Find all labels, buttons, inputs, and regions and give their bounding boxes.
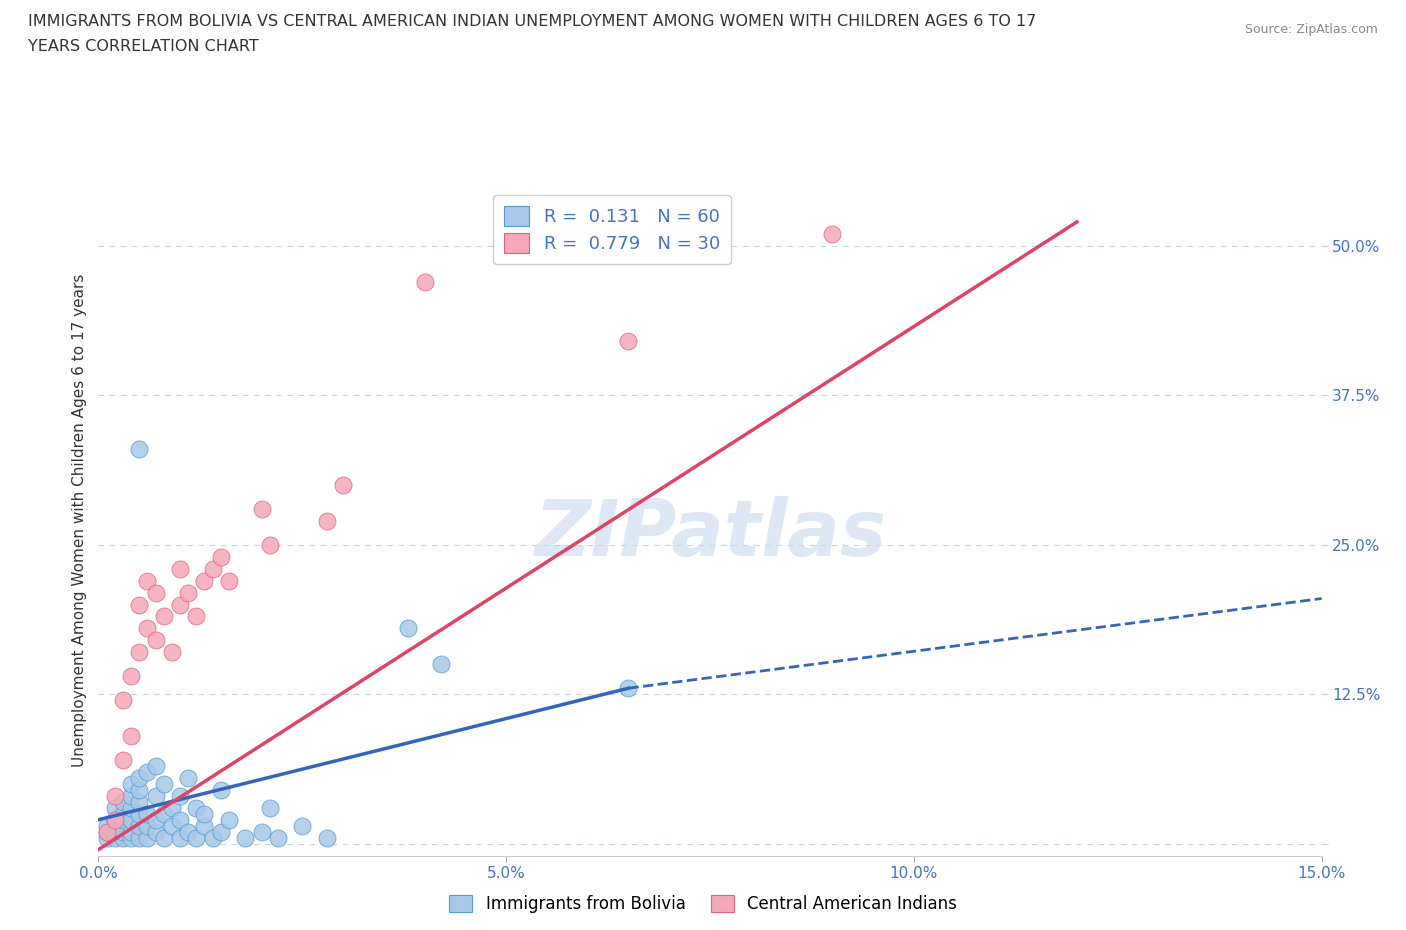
Point: [186, 801, 208, 816]
Point: [186, 830, 208, 845]
Point: [96, 830, 118, 845]
Text: Source: ZipAtlas.com: Source: ZipAtlas.com: [1244, 23, 1378, 36]
Point: [617, 334, 640, 349]
Point: [169, 561, 191, 576]
Text: YEARS CORRELATION CHART: YEARS CORRELATION CHART: [28, 39, 259, 54]
Point: [136, 818, 159, 833]
Y-axis label: Unemployment Among Women with Children Ages 6 to 17 years: Unemployment Among Women with Children A…: [72, 274, 87, 767]
Point: [128, 770, 150, 785]
Point: [430, 657, 453, 671]
Point: [120, 777, 142, 791]
Point: [193, 806, 215, 821]
Point: [104, 824, 127, 839]
Point: [160, 818, 183, 833]
Point: [413, 274, 436, 289]
Text: ZIPatlas: ZIPatlas: [534, 497, 886, 572]
Point: [267, 830, 290, 845]
Point: [152, 830, 174, 845]
Point: [169, 789, 191, 804]
Point: [145, 789, 167, 804]
Point: [160, 801, 183, 816]
Point: [96, 818, 118, 833]
Point: [617, 681, 640, 696]
Point: [120, 801, 142, 816]
Point: [233, 830, 256, 845]
Point: [145, 824, 167, 839]
Point: [821, 226, 844, 241]
Point: [250, 824, 273, 839]
Point: [128, 644, 150, 659]
Point: [201, 561, 224, 576]
Point: [128, 782, 150, 797]
Point: [193, 818, 215, 833]
Point: [177, 770, 200, 785]
Point: [332, 477, 354, 492]
Point: [136, 806, 159, 821]
Point: [111, 693, 134, 708]
Point: [111, 806, 134, 821]
Point: [104, 812, 127, 827]
Point: [136, 621, 159, 636]
Point: [169, 830, 191, 845]
Point: [96, 824, 118, 839]
Legend: R =  0.131   N = 60, R =  0.779   N = 30: R = 0.131 N = 60, R = 0.779 N = 30: [494, 195, 731, 264]
Point: [177, 585, 200, 600]
Text: IMMIGRANTS FROM BOLIVIA VS CENTRAL AMERICAN INDIAN UNEMPLOYMENT AMONG WOMEN WITH: IMMIGRANTS FROM BOLIVIA VS CENTRAL AMERI…: [28, 14, 1036, 29]
Point: [128, 806, 150, 821]
Point: [104, 789, 127, 804]
Point: [145, 585, 167, 600]
Point: [120, 824, 142, 839]
Point: [111, 794, 134, 809]
Legend: Immigrants from Bolivia, Central American Indians: Immigrants from Bolivia, Central America…: [443, 888, 963, 920]
Point: [120, 812, 142, 827]
Point: [160, 644, 183, 659]
Point: [201, 830, 224, 845]
Point: [291, 818, 314, 833]
Point: [152, 806, 174, 821]
Point: [128, 597, 150, 612]
Point: [120, 789, 142, 804]
Point: [259, 538, 281, 552]
Point: [259, 801, 281, 816]
Point: [120, 830, 142, 845]
Point: [128, 830, 150, 845]
Point: [111, 812, 134, 827]
Point: [136, 830, 159, 845]
Point: [209, 550, 232, 565]
Point: [128, 442, 150, 457]
Point: [128, 818, 150, 833]
Point: [315, 513, 337, 528]
Point: [169, 597, 191, 612]
Point: [96, 824, 118, 839]
Point: [111, 824, 134, 839]
Point: [169, 812, 191, 827]
Point: [177, 824, 200, 839]
Point: [111, 752, 134, 767]
Point: [218, 573, 240, 588]
Point: [104, 830, 127, 845]
Point: [136, 764, 159, 779]
Point: [104, 812, 127, 827]
Point: [250, 501, 273, 516]
Point: [193, 573, 215, 588]
Point: [315, 830, 337, 845]
Point: [111, 830, 134, 845]
Point: [104, 801, 127, 816]
Point: [152, 777, 174, 791]
Point: [145, 812, 167, 827]
Point: [186, 609, 208, 624]
Point: [209, 782, 232, 797]
Point: [145, 633, 167, 648]
Point: [218, 812, 240, 827]
Point: [128, 794, 150, 809]
Point: [120, 669, 142, 684]
Point: [145, 759, 167, 774]
Point: [396, 621, 419, 636]
Point: [120, 728, 142, 743]
Point: [136, 573, 159, 588]
Point: [152, 609, 174, 624]
Point: [209, 824, 232, 839]
